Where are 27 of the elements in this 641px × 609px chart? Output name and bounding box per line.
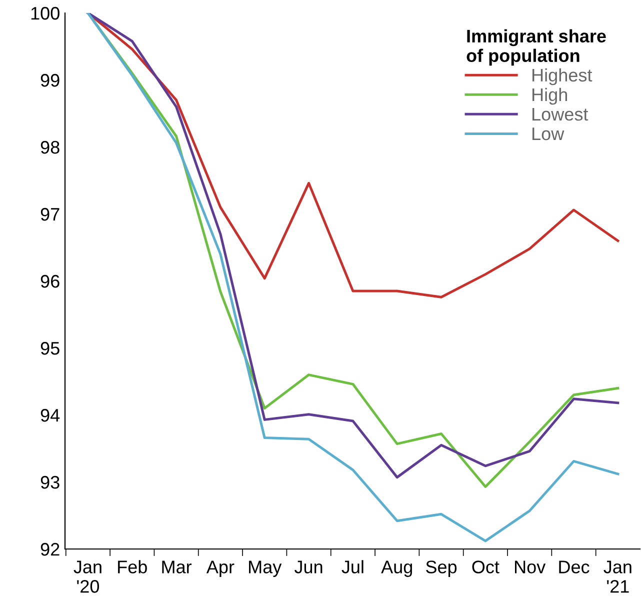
y-tick-label: 100	[31, 6, 60, 20]
x-tick-label: Sep	[426, 560, 457, 577]
legend-label: Highest	[532, 68, 592, 86]
x-tick-label: Feb	[118, 560, 147, 574]
y-tick-label: 95	[40, 342, 60, 355]
y-tick-label: 97	[40, 208, 60, 221]
y-tick-label: 92	[40, 542, 60, 556]
y-tick-label: 93	[40, 476, 60, 489]
x-tick-label: May	[249, 560, 282, 577]
x-tick-label: Jan '21	[604, 560, 632, 593]
x-tick-label: Jun	[294, 560, 322, 574]
x-tick-label: Dec	[559, 560, 590, 574]
x-tick-label: Oct	[472, 560, 500, 574]
x-tick-label: Apr	[206, 560, 234, 577]
y-tick-label: 94	[40, 408, 60, 422]
x-tick-label: Mar	[162, 560, 192, 574]
x-tick-label: Aug	[381, 560, 412, 577]
legend-title: Immigrant share of population	[466, 29, 606, 66]
x-tick-label: Nov	[515, 560, 546, 574]
y-tick-label: 99	[40, 74, 60, 87]
legend-label: Low	[532, 128, 564, 140]
x-tick-label: Jul	[342, 560, 364, 574]
x-tick-label: Jan '20	[74, 560, 102, 593]
legend-label: High	[532, 88, 567, 105]
legend-label: Lowest	[532, 108, 588, 121]
y-tick-label: 96	[40, 274, 60, 288]
y-tick-label: 98	[40, 140, 60, 154]
